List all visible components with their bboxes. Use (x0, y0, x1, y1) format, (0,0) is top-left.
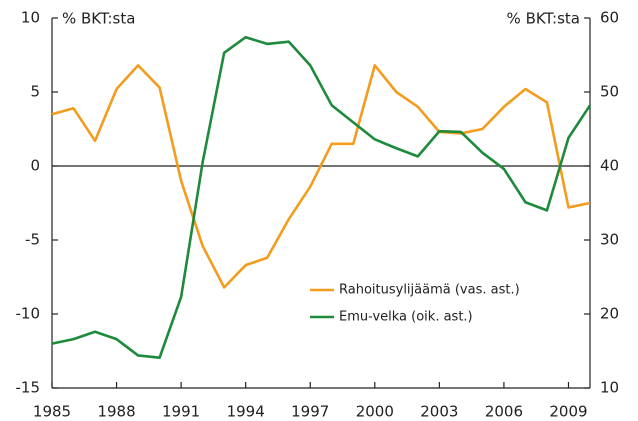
x-tick-label: 1997 (291, 403, 329, 421)
x-tick-label: 2003 (420, 403, 458, 421)
y2-tick-label: 30 (600, 231, 619, 249)
x-tick-label: 1994 (227, 403, 265, 421)
line-series (51, 35, 592, 359)
x-tick-label: 2009 (549, 403, 587, 421)
y2-tick-label: 50 (600, 83, 619, 101)
legend-label: Emu-velka (oik. ast.) (339, 310, 473, 325)
y2-tick-label: 20 (600, 305, 619, 323)
x-tick-label: 2006 (485, 403, 523, 421)
x-tick-label: 2000 (356, 403, 394, 421)
x-tick-label: 1991 (162, 403, 200, 421)
line-series (51, 64, 591, 289)
y2-unit-label: % BKT:sta (507, 10, 580, 28)
y2-tick-label: 10 (600, 379, 619, 397)
y-tick-label: 0 (30, 157, 40, 175)
y-tick-label: -15 (16, 379, 41, 397)
legend-label: Rahoitusylijäämä (vas. ast.) (339, 283, 520, 298)
x-tick-label: 1985 (33, 403, 71, 421)
y-unit-label: % BKT:sta (62, 10, 135, 28)
y-tick-label: -10 (16, 305, 41, 323)
x-tick-label: 1988 (97, 403, 135, 421)
y2-tick-label: 60 (600, 9, 619, 27)
y-tick-label: 10 (21, 9, 40, 27)
y-tick-label: 5 (30, 83, 40, 101)
y2-tick-label: 40 (600, 157, 619, 175)
y-tick-label: -5 (25, 231, 40, 249)
